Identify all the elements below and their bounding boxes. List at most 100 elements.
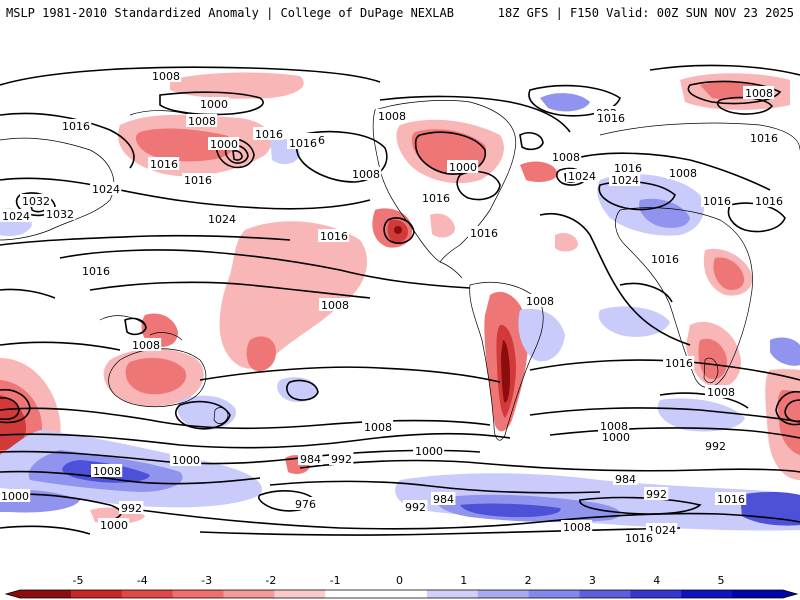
contour-label-bg <box>350 167 382 180</box>
isobar-line <box>784 399 800 423</box>
colorbar-swatch <box>325 590 377 598</box>
colorbar-tick-label: -5 <box>73 574 84 587</box>
isobar-line <box>269 480 601 494</box>
colorbar-max-extension <box>783 590 797 598</box>
contour-label: 992 <box>705 440 726 453</box>
contour-label: 1016 <box>750 132 778 145</box>
maritime-continent-coast <box>99 315 183 341</box>
contour-label-bg <box>198 97 230 110</box>
isobar-line <box>549 427 800 439</box>
contour-label: 1008 <box>745 87 773 100</box>
contour-label-bg <box>293 497 318 510</box>
contour-label-bg <box>667 166 699 179</box>
contour-label: 1000 <box>100 519 128 532</box>
contour-label: 1032 <box>22 195 50 208</box>
contour-label-bg <box>703 439 728 452</box>
contour-label: 1016 <box>665 357 693 370</box>
contour-label: 1008 <box>364 421 392 434</box>
contour-label-bg <box>468 226 500 239</box>
contour-label-bg <box>550 150 582 163</box>
north-america-coast <box>372 100 517 263</box>
contour-label-bg <box>90 182 122 195</box>
anomaly-region <box>219 221 368 369</box>
isobar-line <box>0 449 481 465</box>
anomaly-region <box>639 198 690 228</box>
isobar-line <box>579 496 702 515</box>
colorbar-tick-label: 1 <box>460 574 467 587</box>
contour-label-bg <box>649 252 681 265</box>
contour-label-bg <box>91 464 123 477</box>
anomaly-region <box>125 357 187 395</box>
contour-label-bg <box>98 518 130 531</box>
contour-label-bg <box>208 137 240 150</box>
isobar-line <box>232 150 243 161</box>
contour-label: 1016 <box>703 195 731 208</box>
contour-label-bg <box>206 212 238 225</box>
isobar-line <box>0 397 20 421</box>
contour-label: 1008 <box>552 151 580 164</box>
map-panel: 1008 1000 1008 1016 1000 1016 1016 1024 1032 1024… <box>0 40 800 580</box>
contour-label-bg <box>598 419 630 432</box>
contour-label-bg <box>0 489 31 502</box>
isobar-line <box>0 234 291 246</box>
isobar-line <box>0 388 31 424</box>
header: MSLP 1981-2010 Standardized Anomaly | Co… <box>0 0 800 40</box>
isobar-line <box>649 64 800 76</box>
contour-label: 1016 <box>470 227 498 240</box>
colorbar-tick-label: 0 <box>396 574 403 587</box>
contour-label-bg <box>329 452 354 465</box>
contour-label-bg <box>298 452 323 465</box>
contour-label: 1016 <box>422 192 450 205</box>
isobar-line <box>199 366 501 383</box>
contour-label-bg <box>715 492 747 505</box>
contour-label-bg <box>612 161 644 174</box>
contour-label-bg <box>753 194 785 207</box>
colorbar: -5 -4 -3 -2 -1 0 1 2 3 4 5 <box>0 568 800 600</box>
contour-label-bg <box>20 194 52 207</box>
contour-label: 1008 <box>563 521 591 534</box>
contour-label-bg <box>376 109 408 122</box>
contour-label-bg <box>644 487 669 500</box>
colorbar-bar <box>4 589 799 599</box>
anomaly-region <box>135 128 236 162</box>
isobar-line <box>215 137 255 169</box>
colorbar-svg: -5 -4 -3 -2 -1 0 1 2 3 4 5 <box>4 574 799 599</box>
isobar-line <box>124 317 147 336</box>
colorbar-swatch <box>579 590 631 598</box>
isobar-line <box>519 132 544 151</box>
anomaly-region <box>430 213 455 238</box>
contour-label: 1024 <box>648 524 676 537</box>
contour-label: 1016 <box>597 112 625 125</box>
isobar-line <box>569 152 771 191</box>
anomaly-region <box>518 308 565 362</box>
isobar-line <box>139 509 800 530</box>
isobar-line <box>619 282 673 303</box>
contour-label-bg <box>566 169 598 182</box>
isobar-line <box>0 493 122 523</box>
colorbar-tick-label: -4 <box>137 574 148 587</box>
contour-label-bg <box>119 501 144 514</box>
contour-label-bg <box>0 209 32 222</box>
contour-label-bg <box>44 207 76 220</box>
isobar-line <box>0 432 511 449</box>
negative-anomaly-shading <box>0 93 800 531</box>
anomaly-region <box>598 306 670 337</box>
contour-label: 976 <box>295 498 316 511</box>
isobar-line <box>383 217 415 244</box>
contour-label: 1008 <box>669 167 697 180</box>
contour-label: 1000 <box>200 98 228 111</box>
contour-label-bg <box>431 492 456 505</box>
colorbar-swatch <box>477 590 530 598</box>
contour-label: 1000 <box>1 490 29 503</box>
colorbar-swatch <box>172 590 224 598</box>
madagascar-coast <box>703 357 719 384</box>
contour-label: 1032 <box>46 208 74 221</box>
anomaly-region <box>770 337 800 366</box>
isobar-line <box>89 281 371 299</box>
contour-label: 1016 <box>62 120 90 133</box>
contour-label: 1016 <box>625 532 653 545</box>
contour-label: 1016 <box>255 128 283 141</box>
contour-label-bg <box>595 111 627 124</box>
contour-label: 1024 <box>92 183 120 196</box>
contour-label: 1008 <box>378 110 406 123</box>
